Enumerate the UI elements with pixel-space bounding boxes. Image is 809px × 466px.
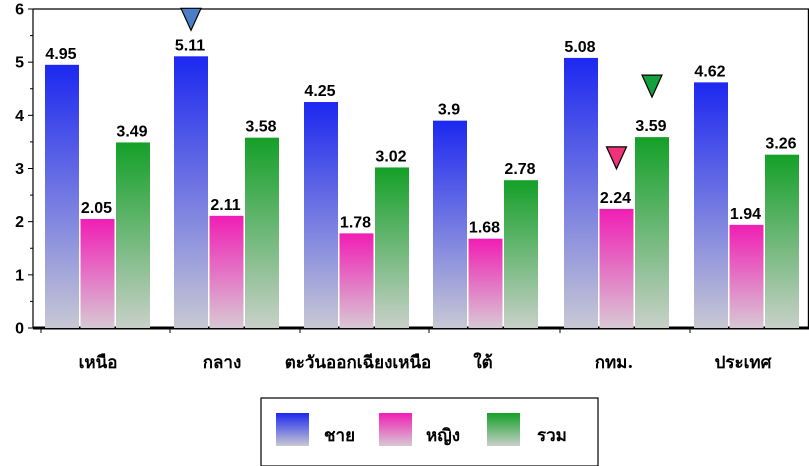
value-label: 1.78: [340, 214, 371, 231]
legend-box: [260, 397, 599, 466]
bar: [729, 224, 764, 328]
legend-swatch: [487, 413, 520, 446]
x-tick-labels: เหนือ กลาง ตะวันออกเฉียงเหนือ ใต้ กทม. ประเทศ: [79, 352, 773, 373]
value-label: 1.68: [469, 220, 500, 237]
markers: [180, 7, 663, 171]
x-tick-label: ใต้: [473, 352, 492, 373]
bars: [45, 56, 799, 329]
bar: [80, 219, 115, 328]
value-label: 3.49: [116, 123, 147, 140]
value-label: 5.11: [175, 37, 205, 54]
x-tick-label: กทม.: [595, 353, 634, 373]
value-label: 3.02: [375, 148, 406, 165]
legend-label: รวม: [537, 426, 567, 446]
bar: [304, 102, 338, 329]
bar: [468, 238, 503, 328]
bar: [174, 56, 208, 329]
x-tick-label: กลาง: [203, 353, 242, 373]
value-label: 3.58: [245, 119, 276, 136]
value-label: 4.62: [694, 63, 725, 80]
value-label: 4.25: [304, 83, 335, 100]
legend-label: หญิง: [426, 426, 460, 446]
bar: [245, 137, 279, 328]
value-label: 2.78: [504, 161, 535, 178]
y-tick-label: 1: [15, 267, 24, 284]
bar: [504, 180, 538, 328]
triangle-marker: [641, 74, 663, 99]
bar: [116, 142, 150, 328]
value-label: 5.08: [564, 39, 595, 56]
y-tick-label: 6: [15, 2, 24, 19]
legend-label: ชาย: [324, 426, 355, 446]
bar: [765, 154, 799, 328]
bar: [339, 233, 374, 328]
triangle-marker: [605, 146, 628, 171]
x-tick-label: เหนือ: [79, 352, 118, 373]
legend-swatch: [276, 413, 309, 446]
value-label: 3.26: [765, 136, 796, 153]
value-labels: 4.95 5.11 4.25 3.9 5.08 4.62 2.05 2.11 1.78 1.68 2…: [45, 37, 796, 236]
triangle-marker: [180, 7, 202, 32]
y-tick-label: 4: [15, 108, 24, 125]
value-label: 4.95: [45, 46, 76, 63]
y-tick-label: 5: [15, 55, 24, 72]
value-label: 1.94: [730, 206, 761, 223]
bar: [635, 137, 669, 328]
bar: [694, 82, 728, 329]
x-tick-label: ประเทศ: [715, 353, 773, 373]
value-label: 3.59: [635, 118, 666, 135]
x-tick-label: ตะวันออกเฉียงเหนือ: [285, 352, 432, 373]
value-label: 3.9: [438, 102, 460, 119]
bar: [209, 215, 244, 328]
y-tick-label: 2: [15, 214, 24, 231]
y-tick-label: 0: [15, 321, 24, 338]
axes: 0 1 2 3 4 5 6: [15, 2, 809, 338]
bar: [564, 57, 598, 329]
y-tick-label: 3: [15, 161, 24, 178]
bar: [375, 167, 409, 328]
legend-swatch: [379, 413, 412, 446]
value-label: 2.05: [81, 200, 112, 217]
legend: ชาย หญิง รวม: [260, 397, 599, 466]
value-label: 2.11: [210, 197, 240, 214]
bar: [433, 120, 467, 329]
bar: [599, 208, 634, 328]
bar: [45, 64, 79, 328]
value-label: 2.24: [600, 190, 631, 207]
